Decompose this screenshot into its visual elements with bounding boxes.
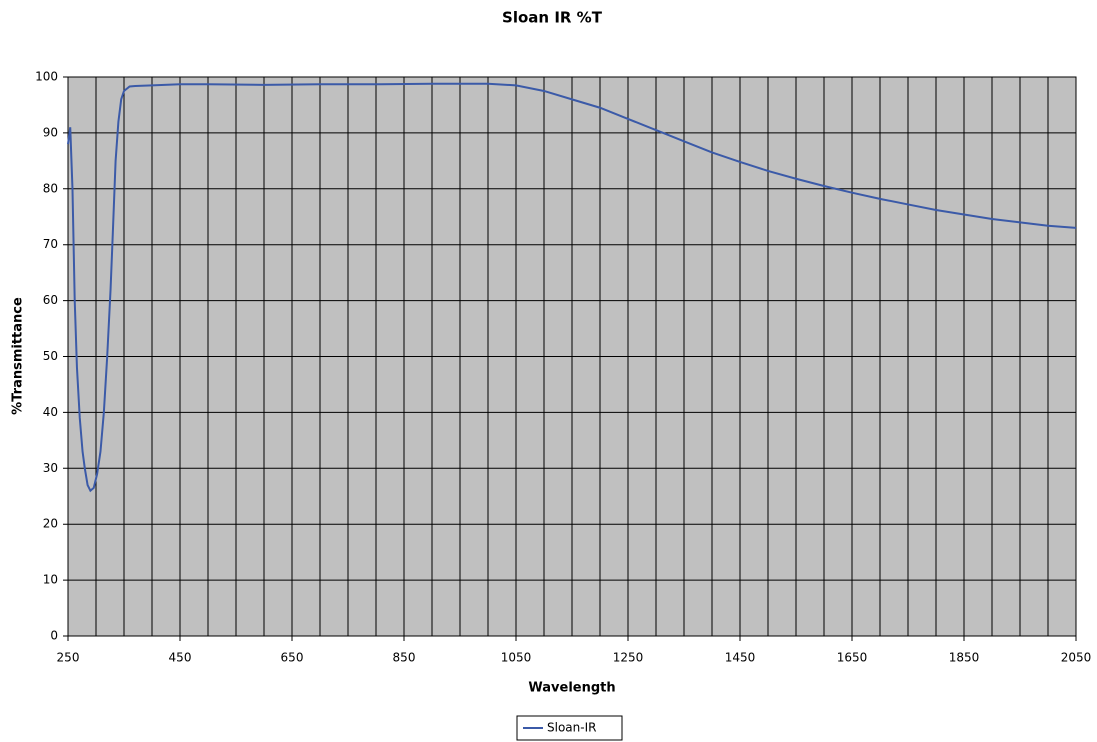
y-tick-label: 60 (43, 293, 58, 307)
y-axis-title: %Transmittance (11, 297, 26, 415)
data-line (67, 82, 1077, 493)
x-tick-label: 1250 (613, 651, 644, 665)
y-tick-label: 100 (35, 70, 58, 84)
y-tick-label: 70 (43, 237, 58, 251)
x-tick-label: 1050 (501, 651, 532, 665)
y-tick-label: 20 (43, 517, 58, 531)
x-tick-label: 850 (393, 651, 416, 665)
y-tick-label: 30 (43, 461, 58, 475)
x-tick-label: 250 (57, 651, 80, 665)
x-tick-label: 450 (169, 651, 192, 665)
legend-label: Sloan-IR (547, 721, 596, 735)
y-tick-label: 80 (43, 181, 58, 195)
y-tick-label: 40 (43, 405, 58, 419)
x-tick-label: 1850 (949, 651, 980, 665)
y-tick-label: 10 (43, 573, 58, 587)
x-tick-label: 1650 (837, 651, 868, 665)
x-tick-label: 650 (281, 651, 304, 665)
x-tick-label: 2050 (1061, 651, 1092, 665)
x-tick-label: 1450 (725, 651, 756, 665)
y-tick-label: 0 (50, 629, 58, 643)
y-tick-label: 50 (43, 349, 58, 363)
chart-title: Sloan IR %T (502, 9, 603, 27)
y-tick-label: 90 (43, 125, 58, 139)
x-axis-title: Wavelength (528, 681, 615, 696)
